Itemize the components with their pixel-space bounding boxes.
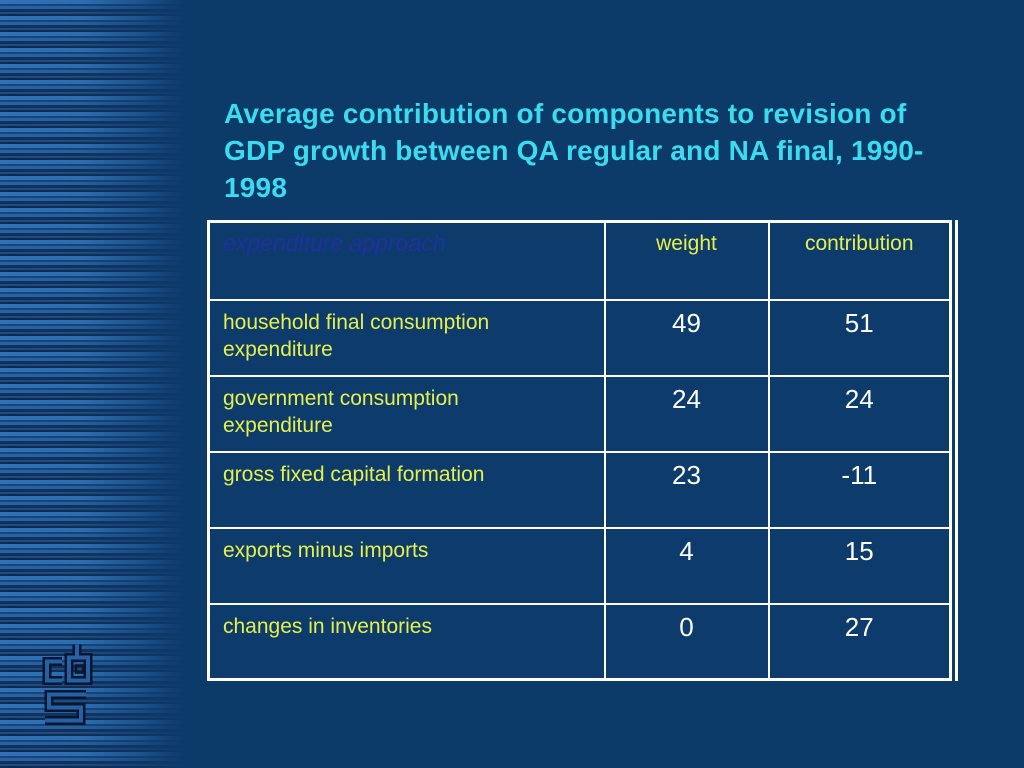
table-row: gross fixed capital formation 23 -11 xyxy=(207,450,952,529)
row-label: exports minus imports xyxy=(207,526,606,605)
slide-title: Average contribution of components to re… xyxy=(224,95,944,206)
row-contribution-value: 15 xyxy=(767,526,952,605)
striped-side-band xyxy=(0,0,186,768)
table-row: household final consumption expenditure … xyxy=(207,298,952,377)
table-row: exports minus imports 4 15 xyxy=(207,526,952,605)
logo-b-counter xyxy=(74,664,85,674)
row-weight-value: 0 xyxy=(603,602,770,681)
header-contribution: contribution xyxy=(767,220,952,301)
header-expenditure-approach: expenditure approach xyxy=(207,220,606,301)
row-contribution-value: 24 xyxy=(767,374,952,453)
slide-title-line-1: Average contribution of components to re… xyxy=(224,98,907,129)
header-weight: weight xyxy=(603,220,770,301)
table-header-row: expenditure approach weight contribution xyxy=(207,220,952,301)
row-weight-value: 4 xyxy=(603,526,770,605)
cbs-logo-icon xyxy=(42,644,93,725)
data-table-container: expenditure approach weight contribution… xyxy=(207,220,958,681)
row-label: gross fixed capital formation xyxy=(207,450,606,529)
row-weight-value: 23 xyxy=(603,450,770,529)
table-row: changes in inventories 0 27 xyxy=(207,602,952,681)
row-label: household final consumption expenditure xyxy=(207,298,606,377)
row-weight-value: 24 xyxy=(603,374,770,453)
table-row: government consumption expenditure 24 24 xyxy=(207,374,952,453)
row-label: government consumption expenditure xyxy=(207,374,606,453)
row-weight-value: 49 xyxy=(603,298,770,377)
row-contribution-value: 51 xyxy=(767,298,952,377)
row-contribution-value: -11 xyxy=(767,450,952,529)
slide-title-line-3: 1998 xyxy=(224,172,288,203)
expenditure-table: expenditure approach weight contribution… xyxy=(207,220,952,681)
row-contribution-value: 27 xyxy=(767,602,952,681)
row-label: changes in inventories xyxy=(207,602,606,681)
slide-title-line-2: GDP growth between QA regular and NA fin… xyxy=(224,135,924,166)
